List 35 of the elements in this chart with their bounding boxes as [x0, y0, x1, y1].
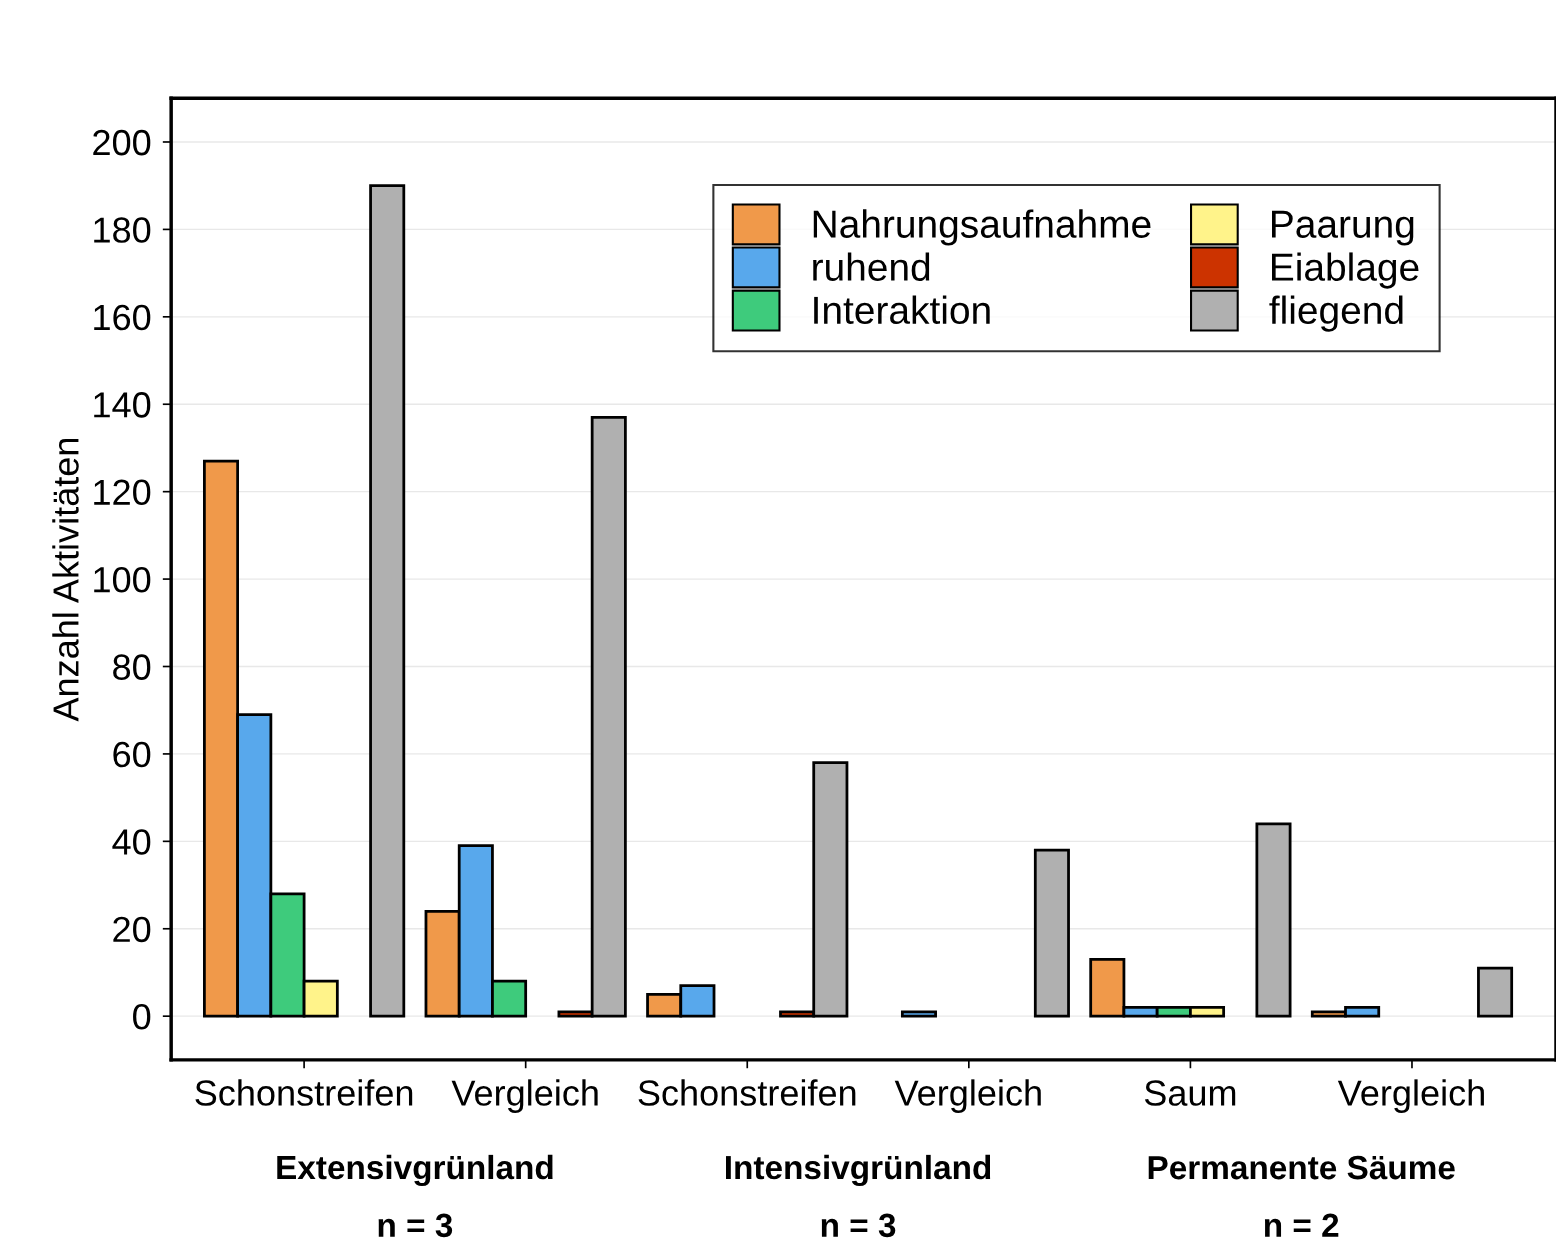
y-tick-label: 40 — [112, 829, 151, 855]
x-tick-label: Schonstreifen — [638, 1079, 856, 1106]
legend-label: Eiablage — [1272, 252, 1419, 289]
y-tick-label: 120 — [94, 479, 151, 506]
x-tick-label: Vergleich — [1337, 1079, 1484, 1113]
y-tick-label: 0 — [133, 1004, 151, 1030]
legend-label: Interaktion — [814, 295, 990, 325]
text: n = 2 — [1264, 1213, 1339, 1237]
legend-label: ruhend — [813, 252, 930, 281]
legend-label: fliegend — [1269, 295, 1403, 332]
bar — [1477, 966, 1514, 1018]
y-tick-label: 80 — [113, 654, 151, 680]
text: Extensivgrünland — [277, 1154, 553, 1187]
bar — [369, 184, 406, 1018]
text: n = 3 — [378, 1213, 453, 1238]
bar — [1255, 822, 1292, 1018]
text: n = 3 — [821, 1213, 896, 1238]
y-tick-label: 160 — [94, 304, 151, 331]
text: Permanente Säume — [1148, 1155, 1455, 1180]
text: Intensivgrünland — [726, 1154, 991, 1187]
y-tick-label: 100 — [94, 566, 151, 593]
y-tick-label: 20 — [113, 916, 151, 943]
y-tick-label: 200 — [93, 129, 151, 156]
y-axis-title: Anzahl Aktivitäten — [52, 438, 79, 722]
bar — [900, 1010, 937, 1018]
x-tick-label: Schonstreifen — [195, 1079, 413, 1106]
legend-label: Paarung — [1272, 210, 1414, 246]
bar — [1033, 848, 1070, 1018]
x-tick-label: Vergleich — [451, 1079, 598, 1113]
legend-label: Nahrungsaufnahme — [813, 209, 1151, 246]
y-tick-label: 140 — [94, 392, 151, 418]
y-tick-label: 180 — [94, 217, 151, 243]
x-tick-label: Saum — [1144, 1080, 1236, 1106]
y-tick-label: 60 — [113, 741, 151, 768]
x-tick-label: Vergleich — [894, 1079, 1041, 1113]
